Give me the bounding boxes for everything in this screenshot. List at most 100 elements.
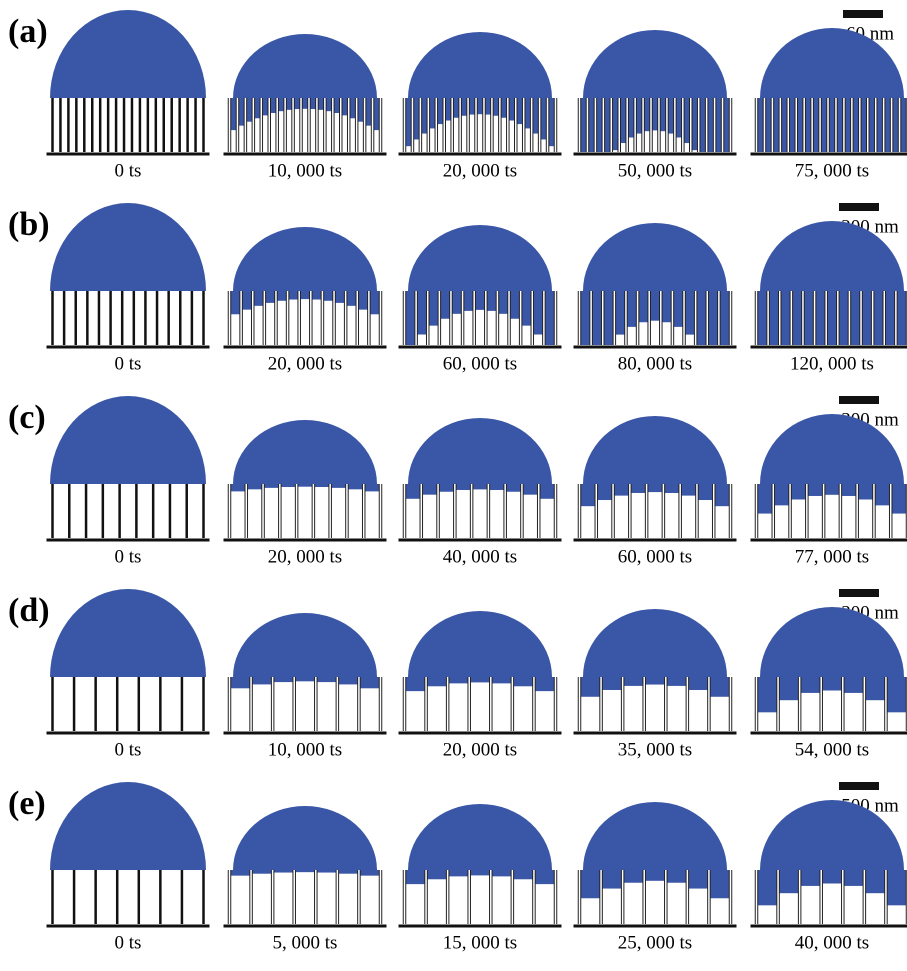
droplet-panel: 15, 000 ts: [398, 804, 562, 953]
air-gap: [612, 150, 619, 152]
droplet-cap: [408, 32, 552, 98]
droplet-panel: 0 ts: [46, 589, 210, 760]
droplet-cap: [583, 416, 727, 484]
air-gap: [230, 491, 246, 538]
air-gap: [405, 691, 426, 731]
air-gap: [359, 688, 380, 731]
air-gap: [294, 109, 301, 152]
droplet-panel: 50, 000 ts: [573, 30, 737, 181]
droplet-panel: 20, 000 ts: [398, 611, 562, 760]
air-gap: [405, 146, 412, 152]
air-gap: [453, 117, 460, 152]
air-gap: [645, 880, 665, 924]
air-gap: [540, 139, 547, 152]
timestep-label: 10, 000 ts: [268, 739, 342, 760]
droplet-panel: 20, 000 ts: [223, 420, 387, 567]
air-gap: [636, 133, 643, 152]
air-gap: [534, 884, 555, 924]
timestep-label: 0 ts: [115, 739, 142, 760]
air-gap: [472, 489, 488, 538]
air-gap: [347, 489, 363, 538]
droplet-cap: [50, 396, 206, 484]
timestep-label: 75, 000 ts: [795, 160, 869, 181]
air-gap: [652, 130, 658, 152]
air-gap: [331, 487, 346, 538]
timestep-label: 20, 000 ts: [268, 546, 342, 567]
air-gap: [822, 690, 842, 731]
timestep-label: 0 ts: [115, 353, 142, 374]
air-gap: [522, 494, 538, 538]
air-gap: [278, 111, 285, 152]
air-gap: [417, 334, 427, 345]
droplet-cap: [50, 10, 206, 98]
air-gap: [500, 117, 507, 152]
air-gap: [470, 875, 490, 924]
droplet-cap: [760, 414, 904, 484]
droplet-panel: 0 ts: [46, 782, 210, 953]
timestep-label: 40, 000 ts: [795, 932, 869, 953]
air-gap: [841, 495, 857, 538]
timestep-label: 20, 000 ts: [443, 739, 517, 760]
air-gap: [673, 326, 684, 345]
air-gap: [683, 143, 690, 152]
droplet-panel: 0 ts: [46, 203, 210, 374]
droplet-panel: 77, 000 ts: [750, 414, 907, 567]
timestep-label: 60, 000 ts: [618, 546, 692, 567]
air-gap: [338, 684, 358, 731]
air-gap: [422, 494, 438, 538]
droplet-panel: 40, 000 ts: [398, 418, 562, 567]
row-label: (a): [8, 13, 48, 50]
air-gap: [675, 137, 682, 152]
air-gap: [280, 486, 296, 538]
droplet-panel: 60, 000 ts: [573, 416, 737, 567]
air-gap: [685, 334, 695, 345]
droplet-cap: [583, 609, 727, 677]
air-gap: [822, 883, 842, 924]
droplet-cap: [583, 30, 727, 98]
air-gap: [664, 492, 680, 538]
air-gap: [463, 310, 474, 345]
droplet-cap: [50, 203, 206, 291]
air-gap: [405, 884, 426, 924]
droplet-cap: [760, 607, 904, 677]
timestep-label: 60, 000 ts: [443, 353, 517, 374]
air-gap: [521, 325, 532, 345]
air-gap: [335, 302, 345, 345]
air-gap: [276, 300, 287, 345]
air-gap: [498, 313, 509, 345]
air-gap: [779, 700, 799, 731]
air-gap: [757, 712, 778, 731]
air-gap: [325, 111, 332, 152]
droplet-panel: 10, 000 ts: [223, 34, 387, 181]
air-gap: [580, 506, 596, 538]
air-gap: [437, 124, 444, 152]
air-gap: [302, 108, 308, 152]
droplet-panel: 10, 000 ts: [223, 613, 387, 760]
air-gap: [886, 905, 907, 924]
air-gap: [475, 309, 485, 345]
air-gap: [338, 873, 358, 924]
air-gap: [316, 682, 337, 731]
timestep-label: 15, 000 ts: [443, 932, 517, 953]
air-gap: [534, 691, 555, 731]
timestep-label: 80, 000 ts: [618, 353, 692, 374]
air-gap: [874, 505, 890, 538]
air-gap: [757, 905, 778, 924]
timestep-label: 54, 000 ts: [795, 739, 869, 760]
droplet-cap: [408, 418, 552, 484]
air-gap: [630, 492, 646, 538]
air-gap: [623, 882, 644, 924]
air-gap: [650, 320, 660, 345]
air-gap: [364, 491, 380, 538]
air-gap: [346, 305, 357, 345]
droplet-panel: 0 ts: [46, 396, 210, 567]
droplet-cap: [233, 613, 377, 677]
air-gap: [427, 686, 447, 731]
air-gap: [469, 114, 476, 152]
air-gap: [891, 513, 907, 538]
air-gap: [288, 299, 299, 345]
air-gap: [323, 300, 334, 345]
droplet-panel: 25, 000 ts: [573, 802, 737, 953]
timestep-label: 0 ts: [115, 546, 142, 567]
air-gap: [800, 692, 821, 731]
